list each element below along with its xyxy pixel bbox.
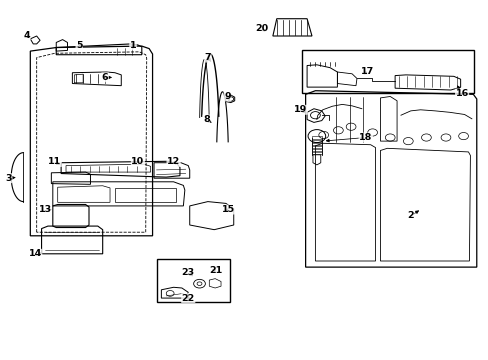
Text: 8: 8 (203, 115, 209, 124)
Text: 13: 13 (39, 205, 51, 214)
Text: 23: 23 (182, 269, 194, 277)
Bar (302, 50, 473, 93)
Text: 4: 4 (23, 31, 30, 40)
Text: 5: 5 (76, 40, 82, 49)
Text: 22: 22 (181, 294, 195, 302)
Text: 19: 19 (293, 105, 307, 114)
Text: 16: 16 (454, 89, 468, 98)
Text: 20: 20 (255, 24, 267, 33)
Text: 17: 17 (360, 68, 374, 77)
Text: 1: 1 (129, 41, 136, 50)
Text: 6: 6 (102, 73, 108, 82)
Text: 9: 9 (224, 92, 230, 101)
Text: 3: 3 (5, 174, 12, 183)
Text: 10: 10 (131, 157, 144, 166)
Text: 14: 14 (28, 249, 42, 258)
Text: 11: 11 (48, 157, 61, 166)
Text: 21: 21 (209, 266, 223, 275)
Text: 15: 15 (222, 205, 235, 214)
Text: 7: 7 (204, 53, 211, 62)
Text: 2: 2 (407, 211, 413, 220)
Text: 18: 18 (358, 133, 372, 142)
Bar (157, 259, 229, 302)
Text: 12: 12 (166, 157, 180, 166)
